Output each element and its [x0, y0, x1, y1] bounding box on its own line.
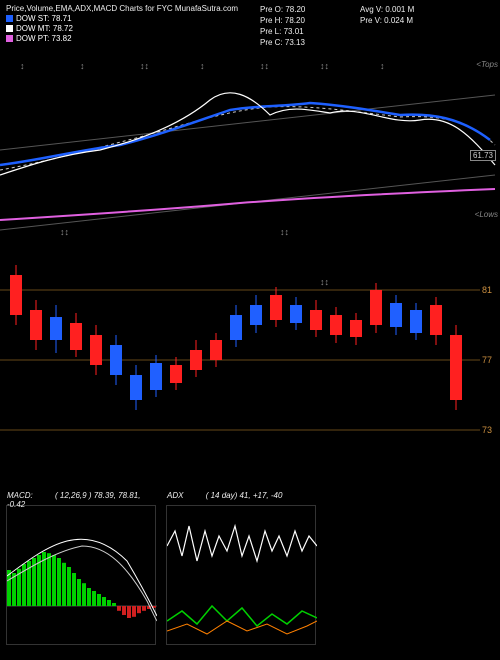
indicator-row: MACD: ( 12,26,9 ) 78.39, 78.81, -0.42 AD… [0, 505, 500, 655]
pre-open: Pre O: 78.20 [260, 4, 305, 15]
avg-v: Avg V: 0.001 M [360, 4, 414, 15]
legend-block: DOW ST: 78.71DOW MT: 78.72DOW PT: 73.82 [6, 14, 494, 43]
legend-swatch [6, 15, 13, 22]
svg-text:↕↕: ↕↕ [320, 61, 329, 71]
adx-panel[interactable]: ADX ( 14 day) 41, +17, -40 [166, 505, 316, 645]
svg-text:↕↕: ↕↕ [280, 227, 289, 237]
svg-text:↕: ↕ [380, 61, 385, 71]
legend-text: DOW ST: 78.71 [16, 14, 72, 23]
pre-low: Pre L: 73.01 [260, 26, 305, 37]
svg-text:73: 73 [482, 425, 492, 435]
tops-label: <Tops [476, 60, 498, 69]
svg-text:81: 81 [482, 285, 492, 295]
svg-text:↕: ↕ [20, 61, 25, 71]
legend-item: DOW PT: 73.82 [6, 34, 494, 43]
svg-text:↕↕: ↕↕ [140, 61, 149, 71]
lows-label: <Lows [475, 210, 498, 219]
adx-label: ADX [167, 491, 183, 500]
svg-text:↕↕: ↕↕ [260, 61, 269, 71]
macd-label: MACD: [7, 491, 33, 500]
legend-text: DOW PT: 73.82 [16, 34, 72, 43]
legend-swatch [6, 25, 13, 32]
svg-text:↕↕: ↕↕ [60, 227, 69, 237]
svg-text:↕↕: ↕↕ [320, 277, 329, 287]
last-price-label: 61.73 [470, 150, 496, 161]
legend-item: DOW ST: 78.71 [6, 14, 494, 23]
pre-high: Pre H: 78.20 [260, 15, 305, 26]
svg-text:↕: ↕ [80, 61, 85, 71]
svg-text:↕: ↕ [200, 61, 205, 71]
adx-params: ( 14 day) 41, +17, -40 [206, 491, 283, 500]
legend-text: DOW MT: 78.72 [16, 24, 73, 33]
pre-close: Pre C: 73.13 [260, 37, 305, 48]
svg-text:77: 77 [482, 355, 492, 365]
chart-title: Price,Volume,EMA,ADX,MACD Charts for FYC… [6, 4, 494, 13]
macd-panel[interactable]: MACD: ( 12,26,9 ) 78.39, 78.81, -0.42 [6, 505, 156, 645]
legend-swatch [6, 35, 13, 42]
pre-ohlc: Pre O: 78.20 Pre H: 78.20 Pre L: 73.01 P… [260, 4, 305, 48]
legend-item: DOW MT: 78.72 [6, 24, 494, 33]
avg-volume: Avg V: 0.001 M Pre V: 0.024 M [360, 4, 414, 26]
pre-v: Pre V: 0.024 M [360, 15, 414, 26]
main-price-chart[interactable]: ↕↕↕↕↕↕↕↕↕↕↕↕↕↕ 61.73 <Tops <Lows [0, 55, 500, 245]
candlestick-chart[interactable]: 81 77 73 ↕↕ [0, 245, 500, 445]
chart-header: Price,Volume,EMA,ADX,MACD Charts for FYC… [6, 4, 494, 54]
